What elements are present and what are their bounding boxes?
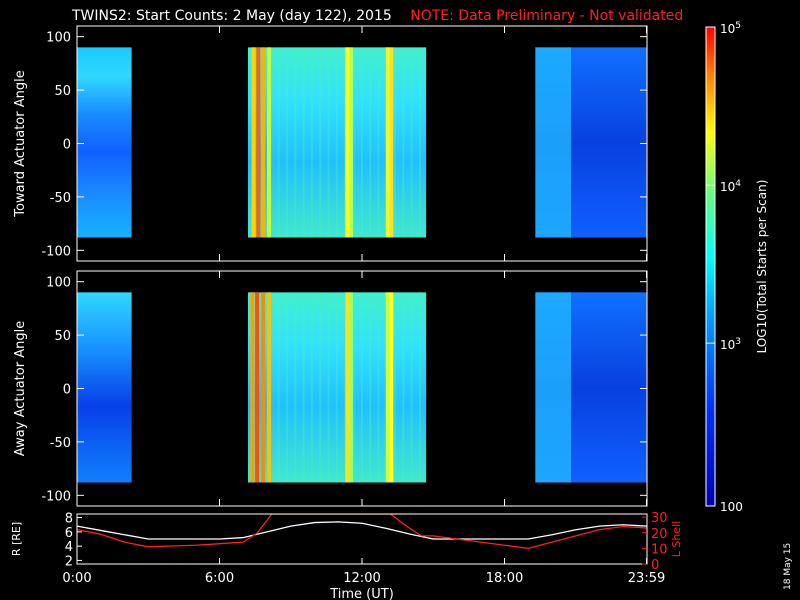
heatmap-texture: [360, 292, 363, 483]
colorbar-tick-label: 103: [720, 337, 741, 352]
y-tick-label-right: 20: [651, 527, 668, 542]
heatmap-streak: [345, 292, 350, 483]
heatmap-streak: [267, 47, 271, 238]
title-note: NOTE: Data Preliminary - Not validated: [410, 8, 684, 24]
y-tick-label: 50: [54, 329, 71, 344]
heatmap-streak: [255, 292, 260, 483]
y-tick-label: -50: [50, 436, 71, 451]
heatmap-texture: [319, 47, 322, 238]
series-r-line: [77, 521, 647, 540]
x-tick-label: 0:00: [62, 571, 91, 586]
heatmap-texture: [277, 292, 280, 483]
heatmap-streak: [348, 292, 353, 483]
y-axis-label-right: L Shell: [670, 521, 683, 557]
heatmap-texture: [302, 292, 305, 483]
x-tick-label: 12:00: [343, 571, 380, 586]
y-tick-label: 0: [63, 138, 71, 153]
heatmap-texture: [402, 292, 405, 483]
heatmap-streak: [261, 292, 266, 483]
heatmap-texture: [327, 292, 330, 483]
y-tick-label: 6: [65, 526, 73, 541]
heatmap-texture: [377, 47, 380, 238]
y-tick-label: -100: [41, 489, 71, 504]
x-axis-label: Time (UT): [329, 587, 394, 600]
heatmap-texture: [344, 47, 347, 238]
heatmap-texture: [286, 47, 288, 238]
heatmap-texture: [402, 47, 405, 238]
heatmap-texture: [410, 47, 413, 238]
colorbar-tick-label: 100: [720, 500, 743, 514]
heatmap-streak: [389, 47, 394, 238]
y-tick-label-right: 0: [651, 558, 659, 573]
y-tick-label: 4: [65, 540, 73, 555]
y-tick-label-right: 30: [651, 511, 668, 526]
heatmap-texture: [360, 47, 363, 238]
heatmap-block: [248, 47, 427, 238]
heatmap-texture: [352, 292, 355, 483]
y-tick-label: 8: [65, 512, 73, 527]
y-tick-label: -50: [50, 191, 71, 206]
heatmap-texture: [327, 47, 330, 238]
x-tick-label: 18:00: [486, 571, 523, 586]
heatmap-texture: [319, 292, 322, 483]
heatmap-texture: [310, 47, 313, 238]
heatmap-block-bright: [535, 47, 571, 238]
y-tick-label: -100: [41, 244, 71, 259]
heatmap-streak: [267, 292, 271, 483]
heatmap-texture: [419, 292, 421, 483]
heatmap-texture: [286, 292, 288, 483]
heatmap-block-bright: [535, 292, 571, 483]
y-axis-label: Away Actuator Angle: [13, 321, 28, 456]
heatmap-streak: [261, 47, 266, 238]
title-main: TWINS2: Start Counts: 2 May (day 122), 2…: [72, 8, 392, 24]
heatmap-streak: [256, 47, 261, 238]
colorbar: 105 104 103 100 LOG10(Total Starts per Scan)…: [705, 21, 793, 590]
heatmap-texture: [394, 47, 397, 238]
heatmap-texture: [294, 292, 297, 483]
heatmap-streak: [250, 292, 255, 483]
y-axis-label-left: R [RE]: [10, 522, 23, 556]
chart-title: TWINS2: Start Counts: 2 May (day 122), 2…: [72, 8, 683, 24]
heatmap-streak: [385, 292, 390, 483]
colorbar-label: LOG10(Total Starts per Scan): [755, 180, 769, 354]
y-axis-label: Toward Actuator Angle: [13, 70, 28, 217]
heatmap-texture: [302, 47, 305, 238]
heatmap-texture: [352, 47, 355, 238]
heatmap-streak: [345, 47, 350, 238]
heatmap-texture: [310, 292, 313, 483]
x-tick-label: 6:00: [205, 571, 234, 586]
heatmap-block: [77, 292, 132, 483]
y-tick-label: 2: [65, 554, 73, 569]
colorbar-gradient: [705, 26, 716, 507]
heatmap-streak: [385, 47, 390, 238]
heatmap-texture: [294, 47, 297, 238]
heatmap-texture: [377, 292, 380, 483]
heatmap-texture: [335, 47, 338, 238]
series-lshell-line: [77, 514, 647, 550]
colorbar-tick-label: 104: [720, 179, 741, 194]
y-tick-label: 100: [46, 31, 71, 46]
footer-date: 18 May 15: [783, 543, 793, 590]
x-tick-label: 23:59: [628, 571, 665, 586]
heatmap-block: [77, 47, 132, 238]
y-tick-label: 100: [46, 276, 71, 291]
heatmap-streak: [348, 47, 353, 238]
heatmap-texture: [277, 47, 280, 238]
y-tick-label-right: 10: [651, 542, 668, 557]
colorbar-tick-label: 105: [720, 21, 741, 36]
heatmap-texture: [335, 292, 338, 483]
y-tick-label: 0: [63, 383, 71, 398]
heatmap-block: [248, 292, 427, 483]
heatmap-streak: [251, 47, 256, 238]
heatmap-texture: [369, 47, 372, 238]
heatmap-texture: [419, 47, 421, 238]
heatmap-texture: [344, 292, 347, 483]
heatmap-texture: [369, 292, 372, 483]
heatmap-streak: [389, 292, 394, 483]
heatmap-texture: [410, 292, 413, 483]
heatmap-texture: [394, 292, 397, 483]
y-tick-label: 50: [54, 84, 71, 99]
